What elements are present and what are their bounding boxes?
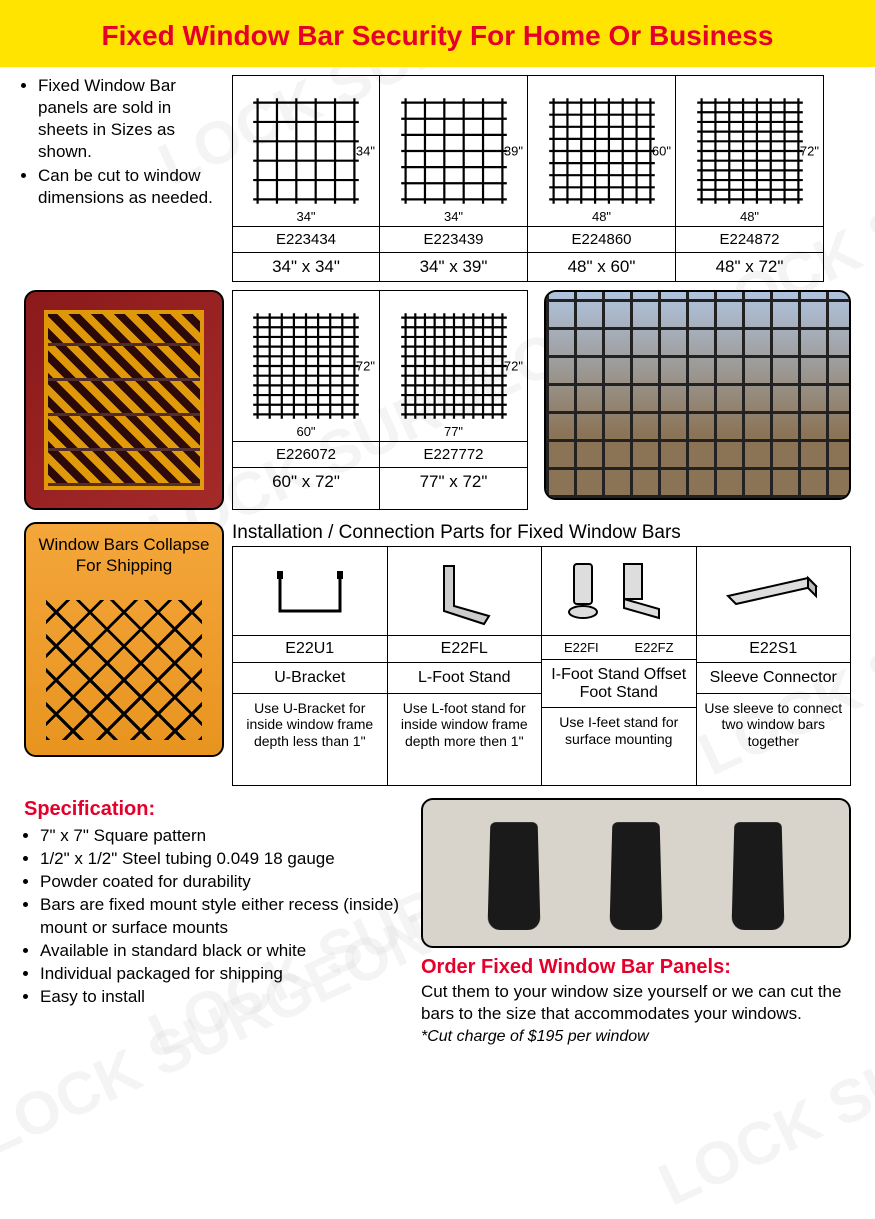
part-icon bbox=[388, 547, 542, 635]
size-cell: 72" 48" E224872 48" x 72" bbox=[676, 75, 824, 282]
order-title: Order Fixed Window Bar Panels: bbox=[421, 956, 851, 979]
size-cell: 72" 77" E227772 77" x 72" bbox=[380, 290, 528, 510]
part-icon bbox=[233, 547, 387, 635]
part-desc: Use U-Bracket for inside window frame de… bbox=[233, 693, 387, 771]
product-dims: 48" x 60" bbox=[528, 252, 675, 281]
product-photo-door bbox=[24, 290, 224, 510]
intro-text: Fixed Window Bar panels are sold in shee… bbox=[24, 75, 224, 282]
part-cell: E22S1 Sleeve Connector Use sleeve to con… bbox=[697, 547, 851, 785]
part-code: E22FL bbox=[388, 635, 542, 662]
spec-title: Specification: bbox=[24, 798, 401, 821]
size-grid-row2: 72" 60" E226072 60" x 72" 72" 77" E22777… bbox=[232, 290, 528, 510]
order-text: Cut them to your window size yourself or… bbox=[421, 981, 851, 1025]
part-name: Sleeve Connector bbox=[697, 662, 851, 693]
size-cell: 39" 34" E223439 34" x 39" bbox=[380, 75, 528, 282]
size-cell: 60" 48" E224860 48" x 60" bbox=[528, 75, 676, 282]
product-photo-window bbox=[544, 290, 851, 500]
collapse-label: Window Bars Collapse For Shipping bbox=[36, 534, 212, 577]
cut-charge: *Cut charge of $195 per window bbox=[421, 1027, 851, 1048]
intro-bullet: Can be cut to window dimensions as neede… bbox=[38, 165, 220, 209]
product-dims: 48" x 72" bbox=[676, 252, 823, 281]
product-dims: 34" x 39" bbox=[380, 252, 527, 281]
spec-item: 1/2" x 1/2" Steel tubing 0.049 18 gauge bbox=[40, 848, 401, 871]
product-code: E227772 bbox=[380, 441, 527, 467]
part-icon bbox=[697, 547, 851, 635]
product-code: E223439 bbox=[380, 226, 527, 252]
part-desc: Use sleeve to connect two window bars to… bbox=[697, 693, 851, 771]
size-grid-row1: 34" 34" E223434 34" x 34" 39" 34" E22343… bbox=[232, 75, 824, 282]
part-desc: Use L-foot stand for inside window frame… bbox=[388, 693, 542, 771]
spec-item: Easy to install bbox=[40, 986, 401, 1009]
part-name: L-Foot Stand bbox=[388, 662, 542, 693]
part-code: E22FIE22FZ bbox=[542, 635, 696, 659]
collapse-photo: Window Bars Collapse For Shipping bbox=[24, 522, 224, 757]
spec-item: 7" x 7" Square pattern bbox=[40, 825, 401, 848]
product-code: E226072 bbox=[233, 441, 379, 467]
parts-grid: E22U1 U-Bracket Use U-Bracket for inside… bbox=[232, 546, 851, 786]
spec-item: Individual packaged for shipping bbox=[40, 963, 401, 986]
intro-bullet: Fixed Window Bar panels are sold in shee… bbox=[38, 75, 220, 163]
install-title: Installation / Connection Parts for Fixe… bbox=[232, 522, 851, 544]
part-name: U-Bracket bbox=[233, 662, 387, 693]
product-code: E224872 bbox=[676, 226, 823, 252]
page-title: Fixed Window Bar Security For Home Or Bu… bbox=[0, 20, 875, 52]
product-code: E224860 bbox=[528, 226, 675, 252]
part-cell: E22FIE22FZ I-Foot Stand Offset Foot Stan… bbox=[542, 547, 697, 785]
title-banner: Fixed Window Bar Security For Home Or Bu… bbox=[0, 0, 875, 67]
spec-item: Available in standard black or white bbox=[40, 940, 401, 963]
spec-item: Bars are fixed mount style either recess… bbox=[40, 894, 401, 940]
size-cell: 34" 34" E223434 34" x 34" bbox=[232, 75, 380, 282]
specification-block: Specification: 7" x 7" Square pattern1/2… bbox=[24, 798, 401, 1048]
part-code: E22U1 bbox=[233, 635, 387, 662]
size-cell: 72" 60" E226072 60" x 72" bbox=[232, 290, 380, 510]
order-block: Order Fixed Window Bar Panels: Cut them … bbox=[421, 798, 851, 1048]
product-code: E223434 bbox=[233, 226, 379, 252]
part-icon bbox=[542, 547, 696, 635]
part-name: I-Foot Stand Offset Foot Stand bbox=[542, 659, 696, 707]
part-cell: E22U1 U-Bracket Use U-Bracket for inside… bbox=[233, 547, 388, 785]
product-dims: 34" x 34" bbox=[233, 252, 379, 281]
part-desc: Use I-feet stand for surface mounting bbox=[542, 707, 696, 785]
spec-item: Powder coated for durability bbox=[40, 871, 401, 894]
part-code: E22S1 bbox=[697, 635, 851, 662]
product-dims: 77" x 72" bbox=[380, 467, 527, 496]
product-dims: 60" x 72" bbox=[233, 467, 379, 496]
feet-photo bbox=[421, 798, 851, 948]
part-cell: E22FL L-Foot Stand Use L-foot stand for … bbox=[388, 547, 543, 785]
